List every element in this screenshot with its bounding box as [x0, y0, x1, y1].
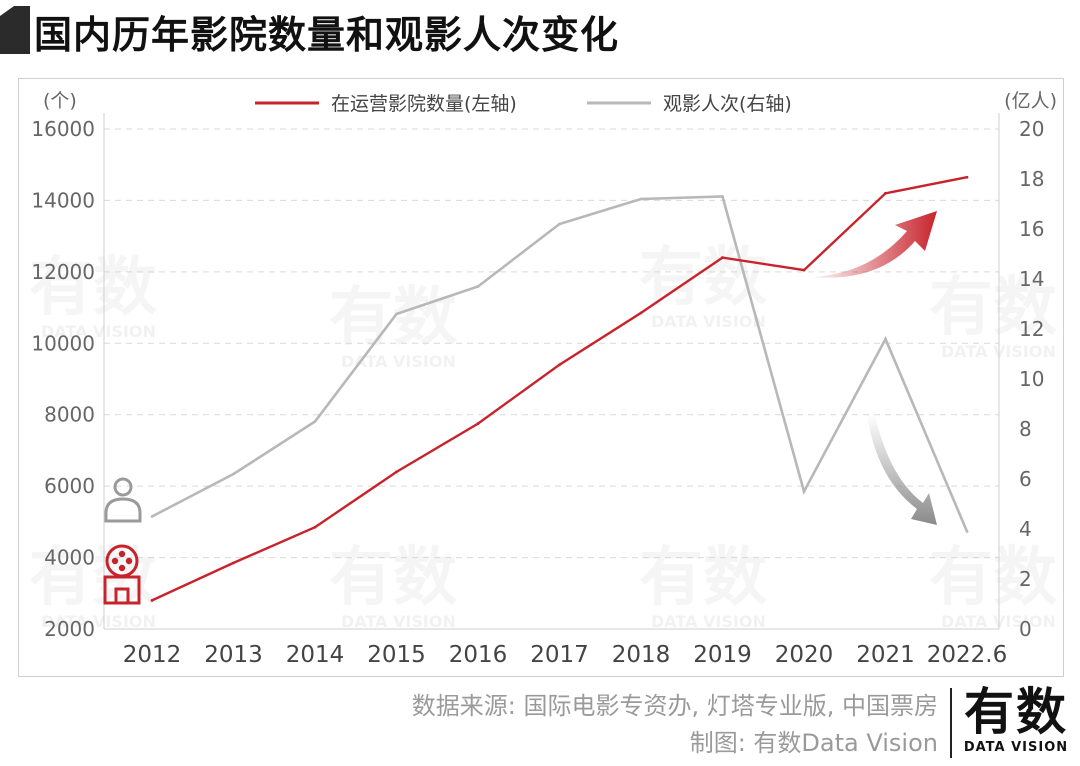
right-tick-label: 14: [1019, 267, 1044, 291]
x-tick-label: 2015: [367, 642, 426, 668]
watermark-subtitle: DATA VISION: [41, 322, 156, 341]
audience-point: [884, 337, 887, 341]
x-tick-label: 2017: [530, 642, 589, 668]
x-tick-label: 2021: [856, 642, 915, 668]
watermark-subtitle: DATA VISION: [341, 612, 456, 631]
x-tick-label: 2020: [775, 642, 834, 668]
film-reel-hole: [111, 557, 119, 565]
watermark-mark: 有数: [639, 241, 767, 315]
right-tick-label: 16: [1019, 217, 1044, 241]
audience-point: [232, 472, 235, 476]
right-axis: 0 2 4 6 8 10 12 14 16 18 20: [1019, 117, 1044, 641]
watermark-subtitle: DATA VISION: [341, 352, 456, 371]
source-note: 数据来源: 国际电影专资办, 灯塔专业版, 中国票房: [411, 692, 938, 720]
left-tick-label: 10000: [31, 331, 95, 355]
right-tick-label: 2: [1019, 567, 1032, 591]
audience-point: [558, 222, 561, 226]
brand-logo: 有数 DATA VISION: [960, 684, 1072, 755]
watermark-subtitle: DATA VISION: [941, 342, 1056, 361]
cinema-count-point: [965, 175, 969, 179]
cinema-count-point: [884, 191, 887, 195]
right-tick-label: 10: [1019, 367, 1044, 391]
cinema-count-point: [721, 256, 724, 259]
left-tick-label: 6000: [44, 474, 95, 498]
cinema-count-point: [639, 311, 643, 315]
x-tick-label: 2022.6: [927, 642, 1007, 668]
right-tick-label: 6: [1019, 467, 1032, 491]
decorations: [103, 211, 937, 605]
x-tick-label: 2018: [612, 642, 671, 668]
left-tick-label: 4000: [44, 546, 95, 570]
right-tick-label: 20: [1019, 117, 1044, 141]
person-icon: [104, 477, 142, 523]
cinema-count-point: [476, 422, 480, 426]
x-tick-label: 2013: [204, 642, 263, 668]
cinema-count-point: [558, 363, 561, 367]
footer-text: 数据来源: 国际电影专资办, 灯塔专业版, 中国票房 制图: 有数Data Vi…: [412, 688, 938, 762]
left-axis: 2000 4000 6000 8000 10000 12000 14000 16000: [31, 117, 95, 641]
page-title: 国内历年影院数量和观影人次变化: [34, 13, 620, 57]
person-icon-head: [113, 477, 133, 497]
watermark-mark: 有数: [929, 541, 1057, 615]
legend-label-cinema: 在运营影院数量(左轴): [331, 93, 517, 115]
left-axis-unit: (个): [43, 90, 77, 112]
film-reel-hole: [125, 557, 133, 565]
right-tick-label: 18: [1019, 167, 1044, 191]
right-tick-label: 0: [1019, 617, 1032, 641]
audience-point: [721, 195, 724, 198]
watermark-mark: 有数: [639, 541, 767, 615]
left-tick-label: 14000: [31, 188, 95, 212]
cinema-icon: [103, 544, 141, 605]
right-tick-label: 4: [1019, 517, 1032, 541]
maker-note: 制图: 有数Data Vision: [689, 729, 938, 757]
cinema-count-point: [150, 599, 154, 602]
legend: 在运营影院数量(左轴) 观影人次(右轴): [255, 93, 792, 115]
watermark-subtitle: DATA VISION: [651, 612, 766, 631]
watermark-subtitle: DATA VISION: [941, 612, 1056, 631]
audience-point: [476, 285, 480, 288]
x-tick-label: 2016: [449, 642, 508, 668]
x-axis: 2012 2013 2014 2015 2016 2017 2018 2019 2020 2021…: [123, 642, 1008, 668]
right-tick-label: 12: [1019, 317, 1044, 341]
logo-subtitle: DATA VISION: [963, 740, 1069, 755]
trend-up-arrow: [809, 211, 937, 278]
title-accent-bar: [0, 6, 30, 54]
watermark-subtitle: DATA VISION: [41, 612, 156, 631]
audience-point: [639, 197, 643, 201]
x-tick-label: 2014: [286, 642, 345, 668]
film-reel-hole: [118, 564, 126, 572]
audience-point: [150, 515, 154, 518]
cinema-door: [114, 587, 130, 605]
left-tick-label: 2000: [44, 617, 95, 641]
legend-label-audience: 观影人次(右轴): [663, 93, 792, 115]
cinema-count-point: [395, 470, 398, 474]
x-tick-label: 2019: [693, 642, 752, 668]
person-icon-body: [104, 497, 142, 523]
series-layer: [150, 175, 969, 602]
watermark-mark: 有数: [329, 541, 457, 615]
film-reel-hole: [118, 550, 126, 558]
left-tick-label: 8000: [44, 403, 95, 427]
audience-point: [802, 490, 806, 493]
right-tick-label: 8: [1019, 417, 1032, 441]
audience-point: [395, 312, 398, 316]
left-tick-label: 12000: [31, 260, 95, 284]
watermark-subtitle: DATA VISION: [651, 312, 766, 331]
audience-point: [313, 420, 317, 423]
logo-divider: [950, 688, 952, 758]
trend-down-arrow: [867, 415, 937, 525]
cinema-count-line: [151, 176, 968, 602]
audience-point: [965, 530, 969, 533]
right-axis-unit: (亿人): [1004, 90, 1057, 112]
cinema-count-point: [802, 268, 806, 272]
cinema-count-point: [313, 525, 317, 529]
grid-lines: [103, 113, 1000, 630]
cinema-count-point: [232, 561, 235, 565]
x-tick-label: 2012: [123, 642, 182, 668]
logo-mark: 有数: [964, 683, 1068, 741]
left-tick-label: 16000: [31, 117, 95, 141]
